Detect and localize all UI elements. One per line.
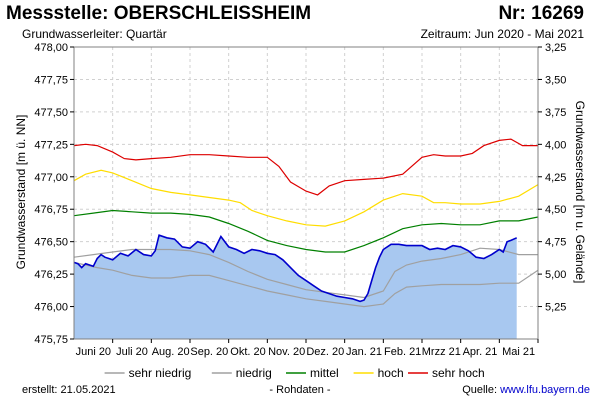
x-tick-label: Aug. 20 xyxy=(152,346,190,358)
x-tick-label: Mrzz 21 xyxy=(422,346,461,358)
x-tick-label: Apr. 21 xyxy=(463,346,498,358)
y-tick-label: 476,50 xyxy=(34,237,68,249)
source-link[interactable]: www.lfu.bayern.de xyxy=(500,384,590,396)
series-sehr-niedrig-line xyxy=(73,261,539,308)
aquifer-label: Grundwasserleiter: Quartär xyxy=(22,27,167,41)
station-title: Messstelle: OBERSCHLEISSHEIM xyxy=(6,3,312,24)
y-tick-label: 476,25 xyxy=(34,269,68,281)
y2-tick-label: 5,25 xyxy=(545,302,566,314)
y-tick-label: 477,75 xyxy=(34,74,68,86)
source-label: Quelle: xyxy=(462,384,498,396)
raw-data-note: - Rohdaten - xyxy=(269,384,331,396)
y-tick-label: 477,25 xyxy=(34,139,68,151)
series-mittel-line xyxy=(73,209,539,253)
x-tick-label: Dez. 20 xyxy=(306,346,344,358)
series-hoch-line xyxy=(73,169,539,227)
y-tick-label: 478,00 xyxy=(34,42,68,54)
y-tick-label: 475,75 xyxy=(34,334,68,346)
y-axis-left: 475,75 476,00 476,25 476,50 476,75 477,00 477,… xyxy=(34,42,74,346)
y2-tick-label: 4,50 xyxy=(545,204,566,216)
y-axis-label-left: Grundwasserstand [m ü. NN] xyxy=(14,115,28,270)
y2-tick-label: 4,00 xyxy=(545,139,566,151)
period-label: Zeitraum: Jun 2020 - Mai 2021 xyxy=(420,27,584,41)
y-tick-label: 477,50 xyxy=(34,107,68,119)
created-date: 21.05.2021 xyxy=(60,384,116,396)
legend-entry: niedrig xyxy=(236,366,272,380)
series-sehr-hoch-line xyxy=(73,138,538,196)
source-info: Quelle: www.lfu.bayern.de xyxy=(462,384,590,396)
y-axis-label-right: Grundwasserstand [m u. Gelände] xyxy=(573,101,587,284)
x-tick-label: Okt. 20 xyxy=(230,346,265,358)
legend-entry: hoch xyxy=(378,366,404,380)
legend-entry: mittel xyxy=(310,366,339,380)
y2-tick-label: 3,25 xyxy=(545,42,566,54)
x-tick-label: Sep. 20 xyxy=(190,346,228,358)
y-tick-label: 477,00 xyxy=(34,172,68,184)
x-tick-label: Juni 20 xyxy=(76,346,111,358)
legend: sehr niedrig niedrig mittel hoch sehr hoch xyxy=(104,366,485,380)
created-info: erstellt: 21.05.2021 xyxy=(22,384,116,396)
y2-tick-label: 4,75 xyxy=(545,237,566,249)
y2-tick-label: 5,00 xyxy=(545,269,566,281)
x-tick-label: Nov. 20 xyxy=(268,346,305,358)
series-niedrig-line xyxy=(73,247,538,299)
y-tick-label: 476,00 xyxy=(34,302,68,314)
y2-tick-label: 3,50 xyxy=(545,74,566,86)
y-axis-right: 3,25 3,50 3,75 4,00 4,25 4,50 4,75 5,00 5,25 xyxy=(538,42,566,314)
y-tick-label: 476,75 xyxy=(34,204,68,216)
y2-tick-label: 4,25 xyxy=(545,172,566,184)
reference-series xyxy=(73,138,539,308)
x-tick-label: Mai 21 xyxy=(502,346,535,358)
x-tick-label: Feb. 21 xyxy=(384,346,421,358)
x-tick-label: Jan. 21 xyxy=(346,346,382,358)
created-label: erstellt: xyxy=(22,384,58,396)
legend-entry: sehr niedrig xyxy=(129,366,192,380)
station-number: Nr: 16269 xyxy=(498,3,584,24)
y2-tick-label: 3,75 xyxy=(545,107,566,119)
x-tick-label: Juli 20 xyxy=(116,346,148,358)
x-axis: Juni 20 Juli 20 Aug. 20 Sep. 20 Okt. 20 Nov. … xyxy=(76,339,539,358)
legend-entry: sehr hoch xyxy=(432,366,485,380)
measured-level-line xyxy=(73,234,518,303)
